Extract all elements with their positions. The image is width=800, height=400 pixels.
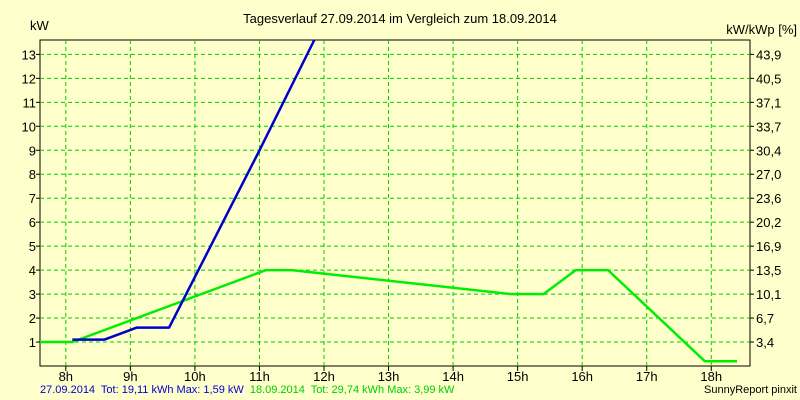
y-right-tick-label: 43,9 [756,47,781,62]
y-left-tick-label: 11 [23,95,37,110]
y-left-tick-label: 2 [29,311,36,326]
y-right-tick-label: 13,5 [756,263,781,278]
y-left-tick-label: 13 [22,47,36,62]
y-axis-left-label: kW [30,18,50,33]
y-right-tick-label: 10,1 [756,287,781,302]
x-tick-label: 15h [507,369,529,384]
y-left-tick-label: 10 [22,119,36,134]
y-right-tick-label: 20,2 [756,215,781,230]
y-right-tick-label: 6,7 [756,311,774,326]
series-lines [40,39,738,363]
x-tick-label: 10h [184,369,206,384]
y-left-tick-label: 8 [29,167,36,182]
x-tick-label: 11h [249,369,270,384]
y-right-tick-label: 37,1 [756,95,781,110]
y-left-tick-label: 12 [22,71,36,86]
y-left-tick-label: 7 [29,191,36,206]
x-tick-label: 13h [378,369,400,384]
chart-title: Tagesverlauf 27.09.2014 im Vergleich zum… [243,11,557,26]
x-tick-label: 12h [313,369,335,384]
x-tick-label: 9h [123,369,137,384]
y-right-tick-label: 27,0 [756,167,781,182]
plot-area [39,39,751,367]
y-axis-right-label: kW/kWp [%] [726,22,797,37]
series-line-2 [40,268,738,363]
footer-series1-name: 27.09.2014 [40,384,95,396]
y-right-tick-label: 33,7 [756,119,781,134]
y-axis-right-ticks: 3,4 6,7 10,1 13,5 16,9 20,2 23,6 27,0 30,4 33,7 37… [750,47,781,350]
y-right-tick-label: 16,9 [756,239,781,254]
series-line-1 [72,39,316,341]
x-tick-label: 16h [571,369,593,384]
footer-stats: 27.09.2014 Tot: 19,11 kWh Max: 1,59 kW 1… [40,384,455,396]
y-right-tick-label: 23,6 [756,191,781,206]
y-left-tick-label: 5 [29,239,36,254]
y-right-tick-label: 40,5 [756,71,781,86]
x-axis-ticks: 8h 9h 10h 11h 12h 13h 14h 15h 16h 17h 18h [59,366,722,384]
y-left-tick-label: 6 [29,215,36,230]
footer-credit: SunnyReport pinxit [704,384,797,396]
y-left-tick-label: 9 [29,143,36,158]
y-right-tick-label: 30,4 [756,143,781,158]
footer-series2-name: 18.09.2014 [250,384,305,396]
x-tick-label: 14h [442,369,464,384]
y-left-tick-label: 3 [29,287,36,302]
footer-series2-stats: Tot: 29,74 kWh Max: 3,99 kW [311,384,455,396]
footer-series1-stats: Tot: 19,11 kWh Max: 1,59 kW [101,384,244,396]
y-left-tick-label: 1 [29,335,36,350]
y-left-tick-label: 4 [29,263,36,278]
x-tick-label: 17h [636,369,658,384]
y-right-tick-label: 3,4 [756,335,774,350]
x-tick-label: 8h [59,369,73,384]
x-tick-label: 18h [700,369,722,384]
